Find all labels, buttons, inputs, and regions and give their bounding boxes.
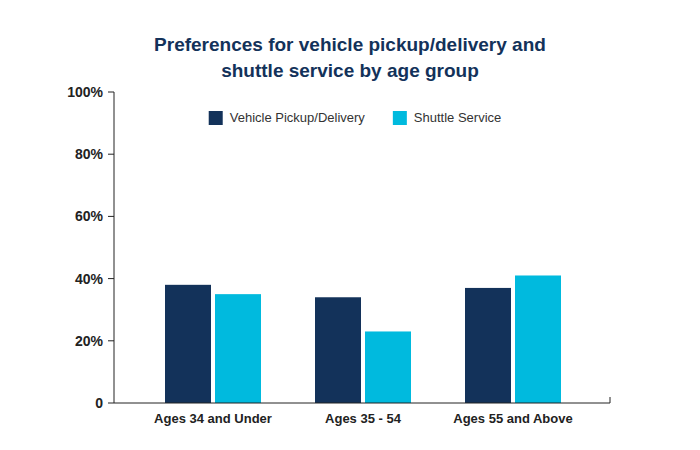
y-tick	[108, 216, 114, 217]
chart-title: Preferences for vehicle pickup/delivery …	[154, 34, 546, 81]
y-tick	[108, 403, 114, 404]
x-tick-label: Ages 55 and Above	[453, 411, 572, 426]
bars	[165, 275, 561, 403]
bar	[165, 285, 211, 403]
x-axis: Ages 34 and Under Ages 35 - 54 Ages 55 and…	[114, 397, 610, 426]
y-tick	[108, 154, 114, 155]
bar	[215, 294, 261, 403]
chart: Preferences for vehicle pickup/delivery …	[0, 0, 700, 450]
legend-label: Vehicle Pickup/Delivery	[230, 110, 366, 125]
y-tick-label: 80%	[75, 146, 104, 162]
y-tick	[108, 340, 114, 341]
title-line: Preferences for vehicle pickup/delivery …	[154, 34, 546, 55]
bar	[365, 331, 411, 403]
y-axis: 0 20% 40% 60% 80% 100%	[67, 84, 114, 411]
y-axis-line	[114, 92, 115, 403]
bar	[465, 288, 511, 403]
x-tick-label: Ages 35 - 54	[325, 411, 402, 426]
legend-swatch	[209, 111, 223, 125]
y-tick	[108, 278, 114, 279]
y-tick	[108, 92, 114, 93]
x-tick-label: Ages 34 and Under	[154, 411, 272, 426]
legend-label: Shuttle Service	[414, 110, 501, 125]
title-line: shuttle service by age group	[221, 60, 479, 81]
x-axis-end	[610, 397, 611, 403]
y-tick-label: 20%	[75, 333, 104, 349]
bar	[315, 297, 361, 403]
legend: Vehicle Pickup/Delivery Shuttle Service	[209, 110, 502, 125]
x-axis-line	[114, 403, 610, 404]
legend-swatch	[393, 111, 407, 125]
y-tick-label: 0	[95, 395, 103, 411]
y-tick-label: 100%	[67, 84, 103, 100]
bar	[515, 275, 561, 403]
y-tick-label: 40%	[75, 271, 104, 287]
y-tick-label: 60%	[75, 208, 104, 224]
